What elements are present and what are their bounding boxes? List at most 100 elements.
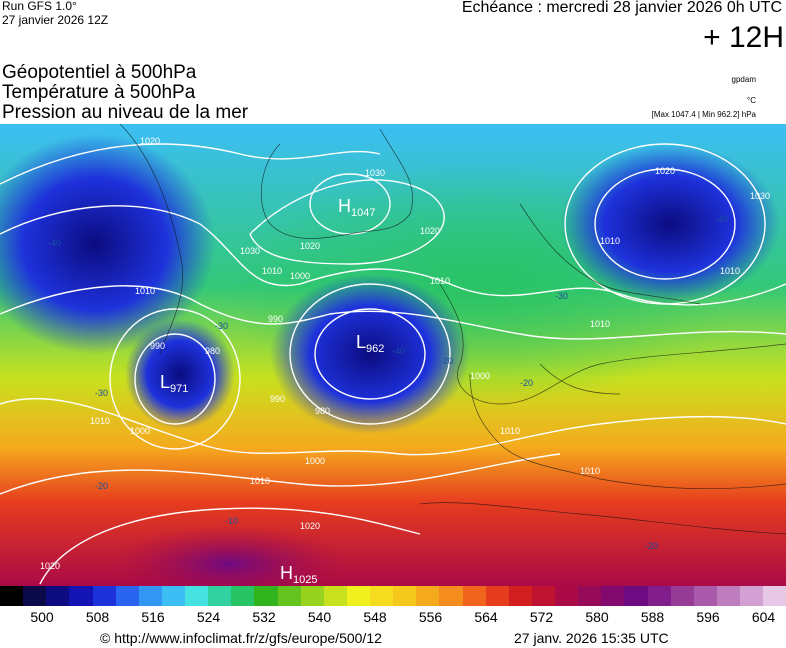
colorbar-swatch	[323, 586, 347, 606]
temperature-label: -20	[645, 541, 658, 551]
colorbar-swatch	[740, 586, 764, 606]
colorbar-tick-label: 564	[474, 609, 498, 625]
low-center: L971	[160, 372, 188, 395]
temperature-labels: -40 -40 -40 -30 -30 -30 -20 -20 -10 -20 …	[48, 214, 728, 551]
coastline	[439, 283, 786, 405]
temperature-label: -20	[520, 378, 533, 388]
title-geopotential: Géopotentiel à 500hPa	[2, 62, 197, 83]
colorbar-swatch	[254, 586, 278, 606]
coastline	[469, 373, 786, 490]
colorbar-ticks: 500 508 516 524 532 540 548 556 564 572 580 588 596 6…	[0, 609, 786, 629]
isobar-label: 1010	[250, 476, 270, 486]
isobar-label: 1010	[262, 266, 282, 276]
isobar-label: 1010	[600, 236, 620, 246]
isobar-label: 1000	[130, 426, 150, 436]
temperature-label: -20	[440, 356, 453, 366]
colorbar-swatch	[531, 586, 555, 606]
isobar-label: 1030	[240, 246, 260, 256]
cold-pool-atlantic	[270, 274, 470, 434]
temperature-label: -40	[392, 346, 405, 356]
isobar	[594, 168, 736, 280]
colorbar-tick-label: 588	[640, 609, 665, 625]
colorbar-tick-label: 516	[141, 609, 165, 625]
unit-temperature: °C	[747, 96, 756, 105]
isobar-label: 1010	[720, 266, 740, 276]
colorbar-swatch	[185, 586, 209, 606]
isobar-label: 1020	[655, 166, 675, 176]
colorbar-swatch	[647, 586, 671, 606]
coastline	[519, 203, 701, 305]
temperature-label: -30	[555, 291, 568, 301]
colorbar-tick-label: 508	[85, 609, 110, 625]
isobar-label: 1010	[90, 416, 110, 426]
colorbar-swatch	[508, 586, 532, 606]
colorbar-swatch	[462, 586, 486, 606]
temperature-label: -40	[48, 238, 61, 248]
colorbar-swatch	[231, 586, 255, 606]
colorbar	[0, 586, 786, 606]
isobar	[0, 397, 786, 456]
isobar	[0, 143, 381, 185]
coastline	[419, 502, 786, 535]
isobar-label: 1020	[140, 136, 160, 146]
isobar-label: 1020	[300, 241, 320, 251]
colorbar-swatch	[161, 586, 185, 606]
low-center: L962	[356, 332, 384, 355]
isobar-label: 1010	[430, 276, 450, 286]
pressure-centers: H1047 L962 L971 H1025	[160, 196, 384, 586]
coastlines	[119, 124, 786, 535]
isobar-labels: 1020 1030 1020 1010 1000 990 1010 1010 1…	[40, 136, 770, 571]
pressure-range: [Max 1047.4 | Min 962.2] hPa	[651, 110, 756, 119]
generated-time: 27 janv. 2026 15:35 UTC	[514, 630, 669, 646]
isobar-label: 1010	[580, 466, 600, 476]
colorbar-tick-label: 500	[30, 609, 54, 625]
high-center: H1047	[338, 196, 375, 219]
forecast-valid-time: Echéance : mercredi 28 janvier 2026 0h U…	[461, 0, 782, 16]
isobar	[134, 333, 216, 425]
isobar-label: 1020	[300, 521, 320, 531]
title-pressure: Pression au niveau de la mer	[2, 102, 249, 123]
colorbar-swatch	[624, 586, 648, 606]
isobar-label: 1020	[420, 226, 440, 236]
colorbar-swatch	[601, 586, 625, 606]
colorbar-tick-label: 532	[252, 609, 276, 625]
colorbar-swatch	[578, 586, 602, 606]
cold-pool-southwest	[125, 319, 235, 429]
colorbar-tick-label: 580	[585, 609, 609, 625]
colorbar-swatch	[416, 586, 440, 606]
title-temperature: Température à 500hPa	[2, 82, 196, 103]
isobar-label: 990	[270, 394, 285, 404]
isobar-label: 1020	[40, 561, 60, 571]
colorbar-swatch	[393, 586, 417, 606]
isobar	[289, 283, 451, 425]
temperature-label: -10	[225, 516, 238, 526]
isobar-label: 990	[150, 341, 165, 351]
isobar	[314, 308, 426, 400]
isobar-label: 1000	[470, 371, 490, 381]
colorbar-swatch	[277, 586, 301, 606]
coastline	[539, 363, 621, 395]
colorbar-tick-label: 524	[196, 609, 221, 625]
colorbar-swatch	[69, 586, 93, 606]
cold-pool-west	[0, 134, 215, 354]
colorbar-swatch	[763, 586, 786, 606]
colorbar-swatch	[115, 586, 139, 606]
colorbar-swatch	[370, 586, 394, 606]
colorbar-swatch	[300, 586, 324, 606]
colorbar-swatch	[23, 586, 47, 606]
isobar-label: 1030	[365, 168, 385, 178]
warm-pool-south	[110, 524, 350, 586]
temperature-label: -30	[95, 388, 108, 398]
temperature-label: -30	[215, 321, 228, 331]
isobar-label: 1010	[135, 286, 155, 296]
isobar-label: 1030	[750, 191, 770, 201]
isobar	[109, 308, 241, 450]
isobar-label: 990	[268, 314, 283, 324]
colorbar-tick-label: 548	[363, 609, 387, 625]
colorbar-tick-label: 540	[307, 609, 332, 625]
colorbar-swatch	[439, 586, 463, 606]
colorbar-swatch	[0, 586, 24, 606]
colorbar-swatch	[670, 586, 694, 606]
isobar-label: 980	[205, 346, 220, 356]
colorbar-tick-label: 556	[418, 609, 443, 625]
